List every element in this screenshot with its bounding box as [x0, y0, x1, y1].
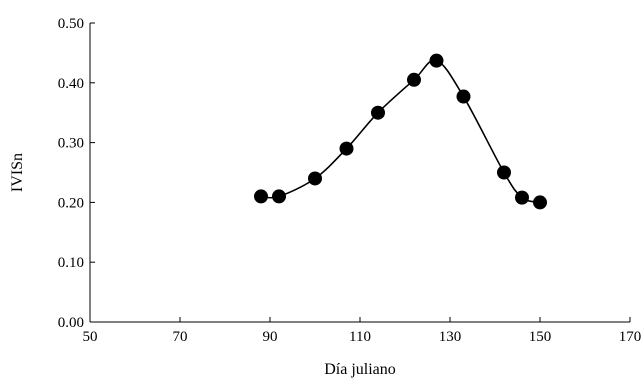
- x-tick-label: 50: [83, 329, 98, 345]
- data-point: [407, 72, 421, 87]
- y-tick-label: 0.50: [58, 16, 84, 32]
- data-point: [371, 105, 385, 120]
- y-tick-label: 0.00: [58, 315, 84, 331]
- data-point: [429, 53, 444, 68]
- data-point: [533, 195, 547, 210]
- x-tick-label: 110: [349, 329, 371, 345]
- plot-area: [89, 23, 630, 323]
- tick-label-group: 50 70 90 110 130 150 170 0.00 0.10 0.20 0.30 0.40 0.…: [58, 16, 642, 345]
- data-point: [308, 171, 322, 186]
- y-tick-label: 0.10: [58, 255, 84, 271]
- x-tick-label: 90: [263, 329, 278, 345]
- x-axis-title: Día juliano: [324, 361, 396, 378]
- series-markers: [254, 53, 547, 210]
- data-point: [456, 89, 471, 104]
- y-tick-label: 0.30: [58, 136, 84, 152]
- series-line: [260, 59, 541, 204]
- data-point: [254, 189, 268, 204]
- x-tick-label: 150: [529, 329, 552, 345]
- data-point: [339, 141, 354, 156]
- x-tick-label: 70: [173, 329, 188, 345]
- y-tick-label: 0.40: [58, 76, 84, 92]
- data-point: [272, 189, 286, 204]
- data-point: [497, 165, 511, 180]
- x-tick-label: 130: [439, 329, 462, 345]
- y-axis-title: IVISn: [9, 153, 26, 192]
- tick-group: [89, 22, 631, 323]
- x-tick-label: 170: [619, 329, 642, 345]
- data-point: [515, 190, 529, 205]
- y-tick-label: 0.20: [58, 195, 84, 211]
